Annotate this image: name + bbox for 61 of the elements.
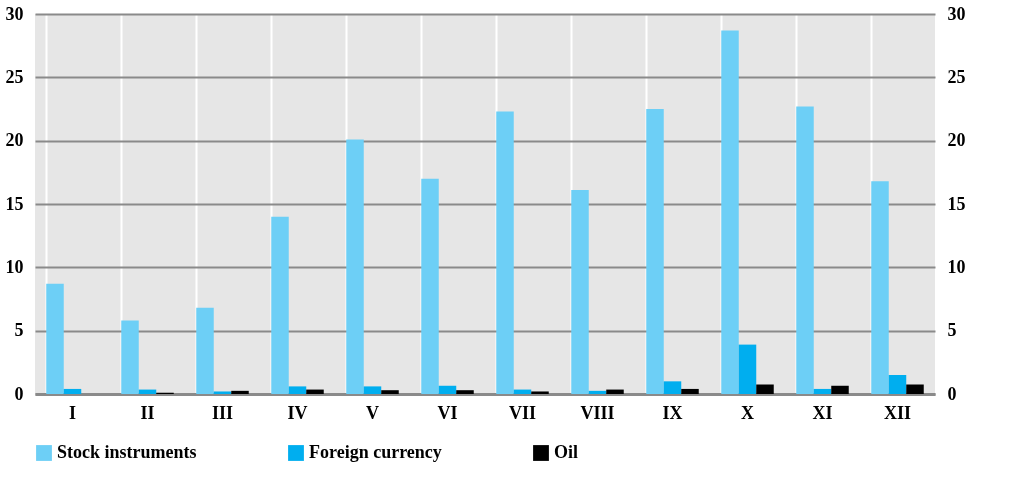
- x-tick-label: V: [366, 402, 379, 423]
- y2-tick-label: 20: [947, 130, 966, 151]
- legend-label: Oil: [554, 442, 579, 462]
- y-tick-label: 30: [5, 3, 24, 24]
- y2-tick-label: 15: [947, 193, 966, 214]
- bar: [438, 385, 457, 394]
- bar: [121, 320, 139, 394]
- bar: [46, 283, 64, 394]
- bar: [496, 111, 514, 394]
- y2-tick-label: 5: [947, 320, 957, 341]
- bar: [663, 381, 682, 394]
- bar: [571, 190, 589, 394]
- bar: [306, 389, 324, 394]
- y2-tick-label: 10: [947, 256, 966, 277]
- bar: [646, 109, 664, 394]
- x-tick-label: X: [741, 402, 754, 423]
- x-tick-label: I: [68, 402, 77, 423]
- bar: [363, 386, 382, 394]
- y2-tick-label: 25: [947, 66, 966, 87]
- bar: [813, 388, 832, 394]
- x-tick-label: VII: [508, 402, 537, 423]
- bar: [681, 388, 699, 394]
- bar: [456, 390, 474, 394]
- x-tick-label: VIII: [580, 402, 615, 423]
- bar: [871, 181, 889, 394]
- y-tick-label: 15: [5, 193, 24, 214]
- bar: [606, 389, 624, 394]
- legend-label: Foreign currency: [309, 442, 442, 462]
- bar: [756, 384, 774, 394]
- bar: [381, 390, 399, 394]
- bar: [196, 307, 214, 394]
- y-tick-label: 0: [14, 383, 24, 404]
- x-tick-label: VI: [437, 402, 458, 423]
- x-tick-label: IX: [662, 402, 683, 423]
- bar: [721, 30, 739, 394]
- bar: [906, 384, 924, 394]
- bar: [796, 106, 814, 394]
- bar: [213, 391, 232, 394]
- bar: [531, 391, 549, 394]
- x-tick-label: II: [140, 402, 155, 423]
- bar: [271, 216, 289, 394]
- x-tick-label: XI: [812, 402, 833, 423]
- bar: [888, 375, 907, 394]
- bar: [588, 390, 607, 394]
- y-tick-label: 10: [5, 256, 24, 277]
- y-tick-label: 5: [14, 320, 24, 341]
- bar: [738, 344, 757, 394]
- x-tick-label: IV: [287, 402, 308, 423]
- bar: [231, 390, 249, 394]
- bar: [63, 388, 82, 394]
- y2-tick-label: 0: [947, 383, 957, 404]
- bar: [288, 386, 307, 394]
- bar: [831, 385, 849, 394]
- y-tick-label: 25: [5, 66, 24, 87]
- bar: [421, 178, 439, 394]
- x-tick-label: III: [211, 402, 234, 423]
- y-tick-label: 20: [5, 130, 24, 151]
- x-tick-label: XII: [883, 402, 912, 423]
- bar: [346, 139, 364, 394]
- legend-label: Stock instruments: [57, 442, 197, 462]
- y2-tick-label: 30: [947, 3, 966, 24]
